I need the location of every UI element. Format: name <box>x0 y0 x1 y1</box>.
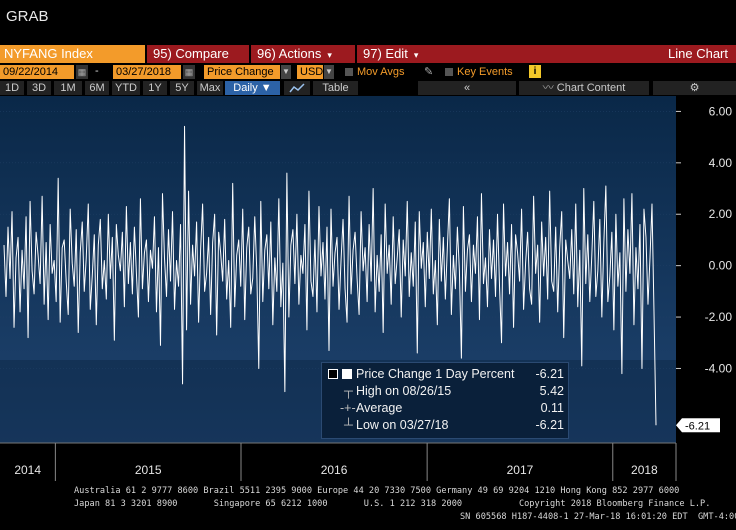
period-1y-button[interactable]: 1Y <box>143 81 167 95</box>
y-tick-label: 4.00 <box>709 156 733 170</box>
end-date-field[interactable]: 03/27/2018 <box>113 65 181 79</box>
legend-series-value: -6.21 <box>535 367 565 381</box>
chart-icon: 〰 <box>542 82 557 94</box>
footer: Australia 61 2 9777 8600 Brazil 5511 239… <box>0 484 736 530</box>
window-title: GRAB <box>6 8 49 25</box>
command-bar: NYFANG Index 95) Compare 96) Actions ▾ 97… <box>0 45 736 63</box>
collapse-button[interactable]: « <box>418 81 516 95</box>
last-value-marker: -6.21 <box>676 418 720 433</box>
period-3d-button[interactable]: 3D <box>27 81 51 95</box>
key-events-label: Key Events <box>457 66 513 78</box>
compare-label: 95) Compare <box>153 46 229 61</box>
chevron-down-icon[interactable]: ▼ <box>324 65 334 79</box>
title-bar: GRAB <box>0 0 736 38</box>
compare-button[interactable]: 95) Compare <box>147 45 249 63</box>
chevron-down-icon: ▾ <box>413 50 419 60</box>
period-max-button[interactable]: Max <box>197 81 223 95</box>
chevron-down-icon[interactable]: ▼ <box>281 65 291 79</box>
y-tick-label: 0.00 <box>709 259 733 273</box>
legend-row-average: -+- Average 0.11 <box>328 401 568 417</box>
legend-average-value: 0.11 <box>540 401 564 415</box>
chart-content-label: Chart Content <box>556 82 626 94</box>
start-date-field[interactable]: 09/22/2014 <box>0 65 74 79</box>
legend: Price Change 1 Day Percent -6.21 ┬ High … <box>321 362 569 439</box>
x-tick-label: 2015 <box>135 463 162 477</box>
footer-session-line: SN 605568 H187-4408-1 27-Mar-18 16:01:20… <box>460 512 736 522</box>
low-marker-icon: ┴ <box>344 418 353 432</box>
line-chart-icon[interactable] <box>284 81 310 95</box>
gear-icon[interactable]: ⚙ <box>653 81 736 95</box>
legend-low-label: Low on 03/27/18 <box>356 418 449 432</box>
mov-avgs-checkbox[interactable] <box>345 68 353 76</box>
legend-row-low: ┴ Low on 03/27/18 -6.21 <box>328 418 568 434</box>
frequency-select[interactable]: Daily ▼ <box>225 81 280 95</box>
period-5y-button[interactable]: 5Y <box>170 81 194 95</box>
period-1m-button[interactable]: 1M <box>54 81 82 95</box>
legend-high-value: 5.42 <box>539 384 564 398</box>
last-value-label: -6.21 <box>685 420 710 432</box>
series-line <box>3 125 657 426</box>
period-6m-button[interactable]: 6M <box>85 81 109 95</box>
legend-row-high: ┬ High on 08/26/15 5.42 <box>328 384 568 400</box>
settings-bar: 09/22/2014 ▦ - 03/27/2018 ▦ Price Change… <box>0 64 736 80</box>
edit-button[interactable]: 97) Edit ▾ <box>357 45 460 63</box>
x-tick-label: 2016 <box>321 463 348 477</box>
legend-swatch-box[interactable] <box>328 369 338 379</box>
legend-series-label: Price Change 1 Day Percent <box>356 367 515 381</box>
info-icon[interactable]: i <box>529 65 541 78</box>
date-separator: - <box>95 65 99 77</box>
chart-panel: 6.00 4.00 2.00 0.00 -2.00 -4.00 -6.21 2014 201… <box>0 96 736 481</box>
actions-button[interactable]: 96) Actions ▾ <box>251 45 355 63</box>
average-marker-icon: -+- <box>340 401 356 415</box>
chevron-down-icon: ▾ <box>327 50 332 60</box>
ticker-field[interactable]: NYFANG Index <box>0 45 145 63</box>
legend-high-label: High on 08/26/15 <box>356 384 452 398</box>
mov-avgs-label: Mov Avgs <box>357 66 405 78</box>
period-1d-button[interactable]: 1D <box>0 81 24 95</box>
legend-average-label: Average <box>356 401 403 415</box>
x-tick-label: 2018 <box>631 463 658 477</box>
period-bar: 1D 3D 1M 6M YTD 1Y 5Y Max Daily ▼ Table … <box>0 81 736 96</box>
x-tick-label: 2014 <box>14 463 41 477</box>
actions-label: 96) Actions <box>257 46 322 61</box>
pencil-icon[interactable]: ✎ <box>424 66 434 78</box>
period-ytd-button[interactable]: YTD <box>112 81 140 95</box>
chart-content-button[interactable]: 〰 Chart Content <box>519 81 649 95</box>
field-select[interactable]: Price Change <box>204 65 280 79</box>
y-tick-label: -4.00 <box>705 361 733 375</box>
view-title: Line Chart <box>460 45 736 63</box>
high-marker-icon: ┬ <box>344 384 353 398</box>
table-button[interactable]: Table <box>313 81 358 95</box>
legend-row-series: Price Change 1 Day Percent -6.21 <box>328 367 568 383</box>
footer-contacts-line2: Japan 81 3 3201 8900 Singapore 65 6212 1… <box>74 499 711 509</box>
y-tick-label: 2.00 <box>709 207 733 221</box>
y-tick-label: 6.00 <box>709 104 733 118</box>
key-events-checkbox[interactable] <box>445 68 453 76</box>
edit-label: 97) Edit <box>363 46 408 61</box>
y-tick-label: -2.00 <box>705 310 733 324</box>
x-tick-label: 2017 <box>507 463 534 477</box>
footer-contacts-line1: Australia 61 2 9777 8600 Brazil 5511 239… <box>74 486 680 496</box>
legend-swatch <box>342 369 352 379</box>
currency-select[interactable]: USD <box>297 65 323 79</box>
calendar-icon[interactable]: ▦ <box>183 65 195 79</box>
legend-low-value: -6.21 <box>535 418 565 432</box>
calendar-icon[interactable]: ▦ <box>76 65 88 79</box>
